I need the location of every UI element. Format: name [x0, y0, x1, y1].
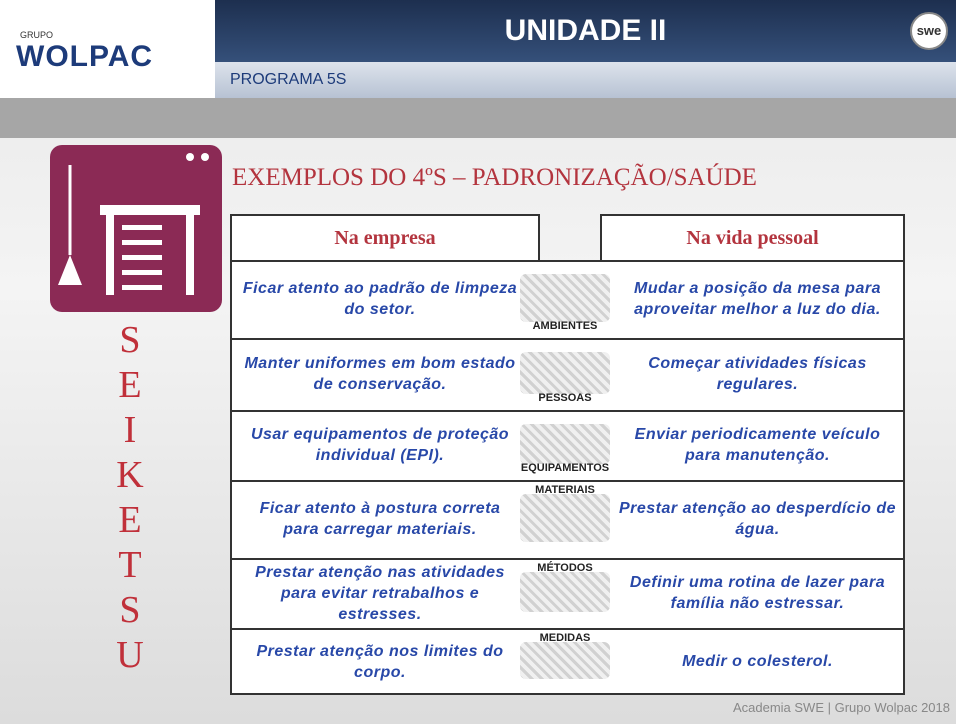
cell-right: Enviar periodicamente veículo para manut…	[634, 426, 881, 464]
row-icon	[520, 494, 610, 542]
cell-right: Mudar a posição da mesa para aproveitar …	[634, 280, 881, 318]
subtitle-band: PROGRAMA 5S	[215, 62, 956, 98]
cell-right: Medir o colesterol.	[682, 653, 833, 670]
heading: EXEMPLOS DO 4ºS – PADRONIZAÇÃO/SAÚDE	[232, 164, 757, 191]
row-icon	[520, 572, 610, 612]
row-label: PESSOAS	[538, 392, 592, 404]
vertical-word: SEIKETSU	[116, 319, 144, 676]
subtitle: PROGRAMA 5S	[230, 71, 347, 88]
gray-band	[0, 98, 956, 138]
row-icon	[520, 274, 610, 322]
footer: Academia SWE | Grupo Wolpac 2018	[732, 700, 950, 715]
icon-drawing	[58, 153, 209, 295]
row-label: EQUIPAMENTOS	[520, 462, 610, 474]
cell-left: Ficar atento à postura correta para carr…	[259, 500, 501, 538]
header-left: Na empresa	[230, 214, 540, 260]
row-divider	[230, 338, 905, 340]
cell-left: Manter uniformes em bom estado de conser…	[244, 355, 516, 393]
row-label: MEDIDAS	[539, 632, 591, 644]
title-band: UNIDADE II swe	[215, 0, 956, 62]
cell-right: Começar atividades físicas regulares.	[648, 355, 867, 393]
row-label: MÉTODOS	[537, 562, 593, 574]
row-label: MATERIAIS	[535, 484, 595, 496]
table-body	[230, 260, 905, 695]
row-icon	[520, 642, 610, 679]
cell-left: Usar equipamentos de proteção individual…	[250, 426, 510, 464]
table: Na empresa Na vida pessoal Ficar atento ao…	[230, 214, 905, 695]
cell-right: Prestar atenção ao desperdício de água.	[618, 500, 897, 538]
header-right: Na vida pessoal	[600, 214, 905, 260]
logo-small: GRUPO	[20, 30, 54, 40]
row-divider	[230, 410, 905, 412]
cell-left: Prestar atenção nas atividades para evit…	[255, 563, 505, 623]
cell-right: Definir uma rotina de lazer para família…	[629, 574, 886, 612]
row-divider	[230, 480, 905, 482]
row-icon	[520, 424, 610, 464]
logo-area: GRUPO WOLPAC	[0, 0, 215, 98]
badge: swe	[910, 12, 948, 50]
icon	[50, 145, 222, 312]
logo: WOLPAC	[16, 40, 154, 73]
cell-left: Ficar atento ao padrão de limpeza do set…	[242, 280, 518, 318]
row-divider	[230, 628, 905, 630]
row-label: AMBIENTES	[532, 320, 598, 332]
cell-left: Prestar atenção nos limites do corpo.	[256, 642, 504, 681]
row-icon	[520, 352, 610, 394]
row-divider	[230, 558, 905, 560]
title: UNIDADE II	[504, 14, 667, 47]
